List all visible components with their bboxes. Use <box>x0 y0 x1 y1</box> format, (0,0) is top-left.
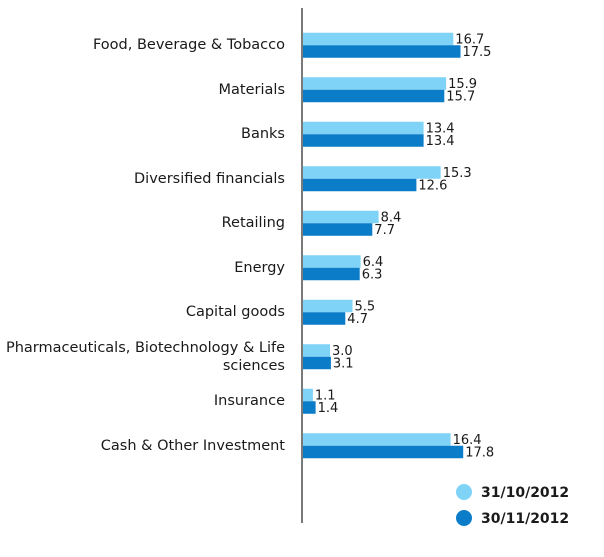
bar <box>303 45 461 58</box>
value-label: 15.7 <box>446 89 475 104</box>
value-label: 6.3 <box>362 267 383 282</box>
legend-swatch <box>456 510 472 526</box>
value-label: 8.4 <box>381 210 402 225</box>
bar <box>303 121 424 135</box>
value-label: 1.4 <box>318 401 339 416</box>
bar <box>303 344 330 357</box>
bar <box>303 299 353 313</box>
category-label: Pharmaceuticals, Biotechnology & Life sc… <box>5 339 285 374</box>
value-label: 4.7 <box>347 312 368 327</box>
value-label: 12.6 <box>418 178 447 193</box>
value-label: 13.4 <box>426 134 455 149</box>
category-label: Insurance <box>213 393 285 410</box>
category-label: Materials <box>218 81 285 98</box>
bar <box>303 433 451 446</box>
bar <box>303 356 331 370</box>
category-label: Diversified financials <box>134 170 285 187</box>
legend-swatch <box>456 484 472 500</box>
bar <box>303 178 417 192</box>
value-label: 1.1 <box>315 388 336 403</box>
bar <box>303 255 361 268</box>
bar <box>303 166 441 179</box>
value-label: 15.9 <box>448 77 477 92</box>
bar <box>303 401 316 414</box>
bar <box>303 210 379 224</box>
bar <box>303 89 445 103</box>
value-label: 3.1 <box>333 356 354 371</box>
value-label: 16.7 <box>455 32 484 47</box>
bar <box>303 388 313 402</box>
bar <box>303 32 454 46</box>
legend-label: 31/10/2012 <box>481 485 569 501</box>
category-label: Capital goods <box>185 304 285 321</box>
category-label: Retailing <box>221 215 285 232</box>
value-label: 16.4 <box>453 433 482 448</box>
value-label: 3.0 <box>332 344 353 359</box>
value-label: 7.7 <box>374 223 395 238</box>
category-label: Energy <box>234 259 285 276</box>
bar <box>303 312 346 325</box>
category-label: Food, Beverage & Tobacco <box>92 37 285 54</box>
value-label: 5.5 <box>355 299 376 314</box>
legend-label: 30/11/2012 <box>481 511 569 527</box>
bar <box>303 134 424 147</box>
bar <box>303 223 373 236</box>
value-label: 15.3 <box>443 166 472 181</box>
value-label: 17.8 <box>465 445 494 460</box>
value-label: 13.4 <box>426 121 455 136</box>
value-label: 17.5 <box>463 45 492 60</box>
category-label: Banks <box>241 126 285 143</box>
bar <box>303 267 360 281</box>
bar <box>303 77 447 90</box>
bar <box>303 445 464 459</box>
value-label: 6.4 <box>363 255 384 270</box>
category-label: Cash & Other Investment <box>100 437 285 454</box>
